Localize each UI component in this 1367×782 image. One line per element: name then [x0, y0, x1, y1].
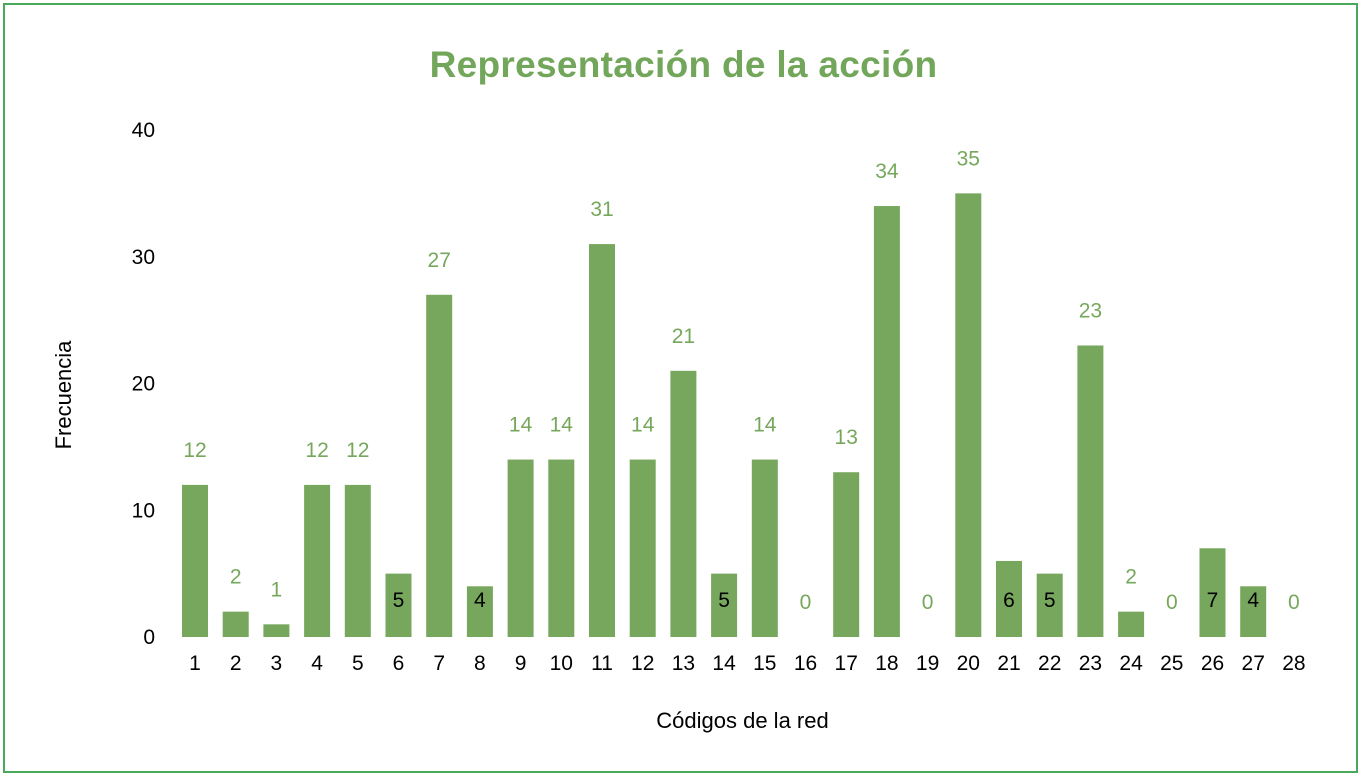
x-tick-label: 26: [1201, 652, 1224, 675]
data-label: 35: [957, 147, 980, 170]
x-tick-label: 9: [515, 652, 527, 675]
x-tick-label: 1: [189, 652, 201, 675]
x-axis-label: Códigos de la red: [656, 708, 829, 733]
data-label: 21: [672, 325, 695, 348]
bar: [263, 624, 290, 637]
x-tick-label: 13: [672, 652, 695, 675]
y-tick-label: 30: [132, 246, 155, 269]
data-label: 0: [922, 591, 934, 614]
data-label: 5: [1044, 589, 1056, 612]
x-tick-label: 2: [230, 652, 242, 675]
bar: [589, 244, 615, 637]
data-label: 14: [509, 414, 533, 437]
x-tick-label: 23: [1079, 652, 1102, 675]
bar: [955, 193, 982, 637]
data-label: 4: [474, 589, 486, 612]
x-tick-label: 5: [352, 652, 364, 675]
bar: [426, 294, 453, 637]
data-label: 14: [550, 414, 574, 437]
bar: [304, 484, 331, 637]
x-tick-label: 14: [712, 652, 736, 675]
x-tick-label: 22: [1038, 652, 1061, 675]
data-label: 2: [1125, 566, 1137, 589]
x-tick-label: 11: [591, 652, 613, 675]
data-label: 12: [305, 439, 328, 462]
data-label: 5: [393, 589, 405, 612]
data-label: 0: [1288, 591, 1300, 614]
data-label: 12: [183, 439, 206, 462]
bar: [833, 472, 860, 637]
x-tick-label: 10: [550, 652, 573, 675]
x-tick-label: 18: [875, 652, 898, 675]
data-label: 27: [428, 249, 451, 272]
bar: [548, 459, 575, 637]
bar: [1199, 548, 1226, 637]
data-label: 2: [230, 566, 242, 589]
bar: [1077, 345, 1104, 637]
bar: [1240, 586, 1267, 637]
data-label: 31: [590, 198, 613, 221]
data-label: 13: [835, 426, 858, 449]
x-tick-label: 19: [916, 652, 939, 675]
bar: [873, 206, 900, 638]
x-tick-label: 8: [474, 652, 486, 675]
x-tick-label: 7: [433, 652, 445, 675]
bar: [344, 484, 371, 637]
bar: [466, 586, 493, 637]
chart-title: Representación de la acción: [429, 44, 938, 85]
x-tick-label: 21: [997, 652, 1020, 675]
bar: [1036, 573, 1063, 637]
data-label: 12: [346, 439, 369, 462]
bar: [751, 459, 778, 637]
x-tick-label: 17: [835, 652, 858, 675]
x-tick-label: 15: [753, 652, 776, 675]
data-label: 6: [1003, 589, 1015, 612]
bar: [670, 370, 697, 637]
x-tick-label: 28: [1282, 652, 1305, 675]
data-label: 5: [718, 589, 730, 612]
x-tick-label: 12: [631, 652, 654, 675]
y-tick-label: 0: [143, 626, 155, 649]
bar: [182, 484, 208, 637]
bar: [507, 459, 534, 637]
x-tick-label: 20: [957, 652, 980, 675]
x-tick-label: 6: [393, 652, 405, 675]
bar: [1118, 611, 1145, 637]
data-label: 23: [1079, 299, 1102, 322]
data-label: 1: [271, 578, 283, 601]
data-label: 34: [875, 160, 899, 183]
x-tick-label: 24: [1119, 652, 1143, 675]
y-tick-label: 40: [132, 119, 155, 142]
data-label: 0: [1166, 591, 1178, 614]
data-label: 0: [800, 591, 812, 614]
y-tick-label: 20: [132, 373, 155, 396]
data-label: 14: [753, 414, 777, 437]
y-tick-label: 10: [132, 499, 155, 522]
bar: [711, 573, 738, 637]
bar: [385, 573, 412, 637]
x-tick-label: 4: [311, 652, 323, 675]
x-tick-label: 3: [271, 652, 283, 675]
data-label: 14: [631, 414, 655, 437]
x-tick-label: 25: [1160, 652, 1183, 675]
bar: [996, 560, 1022, 637]
x-tick-label: 16: [794, 652, 817, 675]
data-label: 7: [1207, 589, 1219, 612]
data-label: 4: [1247, 589, 1259, 612]
x-tick-label: 27: [1242, 652, 1265, 675]
bar: [222, 611, 249, 637]
bar: [629, 459, 656, 637]
